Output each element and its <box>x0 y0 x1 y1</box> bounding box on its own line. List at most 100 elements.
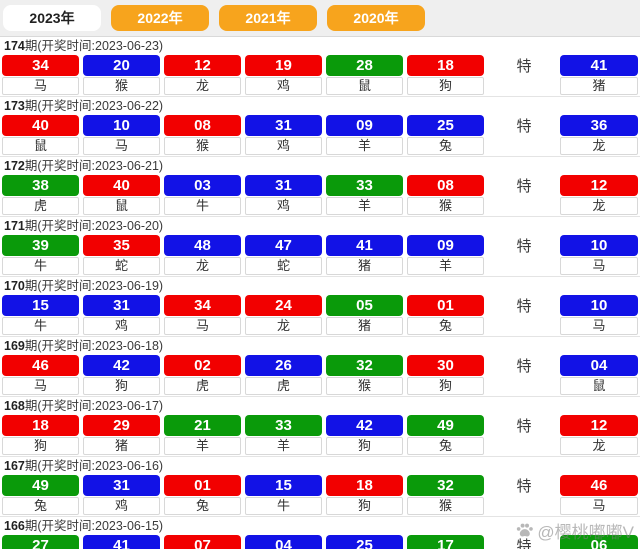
ball-zodiac: 狗 <box>326 437 403 455</box>
special-ball: 10 马 <box>560 295 638 335</box>
ball-number: 46 <box>2 355 79 376</box>
special-ball: 06 狗 <box>560 535 638 549</box>
ball: 33 羊 <box>245 415 322 455</box>
ball-zodiac: 猪 <box>326 317 403 335</box>
ball: 20 猴 <box>83 55 160 95</box>
ball-number: 04 <box>245 535 322 549</box>
ball-zodiac: 马 <box>560 317 638 335</box>
ball-zodiac: 兔 <box>164 497 241 515</box>
ball-number: 40 <box>83 175 160 196</box>
ball: 41 猪 <box>83 535 160 549</box>
ball-number: 31 <box>245 115 322 136</box>
ball-zodiac: 兔 <box>407 437 484 455</box>
ball-row: 46 马 42 狗 02 虎 26 虎 32 猴 30 狗 特 04 鼠 <box>2 355 638 395</box>
ball-number: 33 <box>245 415 322 436</box>
ball-number: 08 <box>407 175 484 196</box>
ball-row: 27 牛 41 猪 07 鸡 04 鼠 25 兔 17 猪 特 06 狗 <box>2 535 638 549</box>
ball-number: 36 <box>560 115 638 136</box>
ball-number: 41 <box>326 235 403 256</box>
period-section: 169期(开奖时间:2023-06-18) 46 马 42 狗 02 虎 26 … <box>0 336 640 396</box>
ball-number: 07 <box>164 535 241 549</box>
period-header: 173期(开奖时间:2023-06-22) <box>4 99 638 113</box>
period-section: 172期(开奖时间:2023-06-21) 38 虎 40 鼠 03 牛 31 … <box>0 156 640 216</box>
ball: 28 鼠 <box>326 55 403 95</box>
period-header: 172期(开奖时间:2023-06-21) <box>4 159 638 173</box>
ball-number: 05 <box>326 295 403 316</box>
ball-number: 40 <box>2 115 79 136</box>
ball-zodiac: 鸡 <box>245 77 322 95</box>
ball-number: 26 <box>245 355 322 376</box>
ball: 17 猪 <box>407 535 484 549</box>
ball-number: 12 <box>560 175 638 196</box>
special-ball: 41 猪 <box>560 55 638 95</box>
ball-zodiac: 龙 <box>164 77 241 95</box>
ball-number: 21 <box>164 415 241 436</box>
ball-row: 15 牛 31 鸡 34 马 24 龙 05 猪 01 兔 特 10 马 <box>2 295 638 335</box>
ball-zodiac: 牛 <box>2 317 79 335</box>
ball-zodiac: 兔 <box>407 317 484 335</box>
period-number: 172 <box>4 159 25 173</box>
ball: 32 猴 <box>326 355 403 395</box>
ball: 34 马 <box>2 55 79 95</box>
period-draw-time: 期(开奖时间:2023-06-21) <box>24 159 164 173</box>
ball: 31 鸡 <box>245 175 322 215</box>
ball-row: 49 兔 31 鸡 01 兔 15 牛 18 狗 32 猴 特 46 马 <box>2 475 638 515</box>
period-number: 170 <box>4 279 25 293</box>
ball-zodiac: 鸡 <box>245 137 322 155</box>
ball: 02 虎 <box>164 355 241 395</box>
ball-zodiac: 鼠 <box>560 377 638 395</box>
ball-zodiac: 马 <box>2 77 79 95</box>
ball: 03 牛 <box>164 175 241 215</box>
special-label: 特 <box>516 478 532 495</box>
ball-number: 25 <box>326 535 403 549</box>
year-tab-2020[interactable]: 2020年 <box>327 5 425 31</box>
ball: 39 牛 <box>2 235 79 275</box>
ball: 18 狗 <box>2 415 79 455</box>
ball: 08 猴 <box>164 115 241 155</box>
period-draw-time: 期(开奖时间:2023-06-22) <box>24 99 164 113</box>
year-tab-2023[interactable]: 2023年 <box>3 5 101 31</box>
ball: 29 猪 <box>83 415 160 455</box>
special-label: 特 <box>516 418 532 435</box>
ball: 34 马 <box>164 295 241 335</box>
ball: 09 羊 <box>407 235 484 275</box>
ball-number: 34 <box>2 55 79 76</box>
ball-zodiac: 狗 <box>407 77 484 95</box>
period-section: 167期(开奖时间:2023-06-16) 49 兔 31 鸡 01 兔 15 … <box>0 456 640 516</box>
period-number: 171 <box>4 219 25 233</box>
ball: 40 鼠 <box>2 115 79 155</box>
ball-number: 41 <box>560 55 638 76</box>
year-tab-2021[interactable]: 2021年 <box>219 5 317 31</box>
ball: 41 猪 <box>326 235 403 275</box>
ball: 42 狗 <box>83 355 160 395</box>
ball: 15 牛 <box>2 295 79 335</box>
ball-row: 38 虎 40 鼠 03 牛 31 鸡 33 羊 08 猴 特 12 龙 <box>2 175 638 215</box>
ball-zodiac: 牛 <box>164 197 241 215</box>
ball-number: 27 <box>2 535 79 549</box>
ball: 49 兔 <box>2 475 79 515</box>
ball-number: 02 <box>164 355 241 376</box>
ball-number: 49 <box>407 415 484 436</box>
ball-row: 18 狗 29 猪 21 羊 33 羊 42 狗 49 兔 特 12 龙 <box>2 415 638 455</box>
ball: 49 兔 <box>407 415 484 455</box>
ball-zodiac: 兔 <box>407 137 484 155</box>
ball-number: 01 <box>407 295 484 316</box>
period-draw-time: 期(开奖时间:2023-06-15) <box>24 519 164 533</box>
period-draw-time: 期(开奖时间:2023-06-16) <box>24 459 164 473</box>
ball-zodiac: 羊 <box>245 437 322 455</box>
period-number: 169 <box>4 339 25 353</box>
period-header: 174期(开奖时间:2023-06-23) <box>4 39 638 53</box>
ball-row: 34 马 20 猴 12 龙 19 鸡 28 鼠 18 狗 特 41 猪 <box>2 55 638 95</box>
period-number: 167 <box>4 459 25 473</box>
ball-zodiac: 马 <box>83 137 160 155</box>
ball-zodiac: 猪 <box>326 257 403 275</box>
ball: 04 鼠 <box>245 535 322 549</box>
period-header: 166期(开奖时间:2023-06-15) <box>4 519 638 533</box>
ball: 40 鼠 <box>83 175 160 215</box>
ball-zodiac: 羊 <box>164 437 241 455</box>
period-section: 168期(开奖时间:2023-06-17) 18 狗 29 猪 21 羊 33 … <box>0 396 640 456</box>
ball: 30 狗 <box>407 355 484 395</box>
ball-number: 30 <box>407 355 484 376</box>
special-ball: 10 马 <box>560 235 638 275</box>
year-tab-2022[interactable]: 2022年 <box>111 5 209 31</box>
